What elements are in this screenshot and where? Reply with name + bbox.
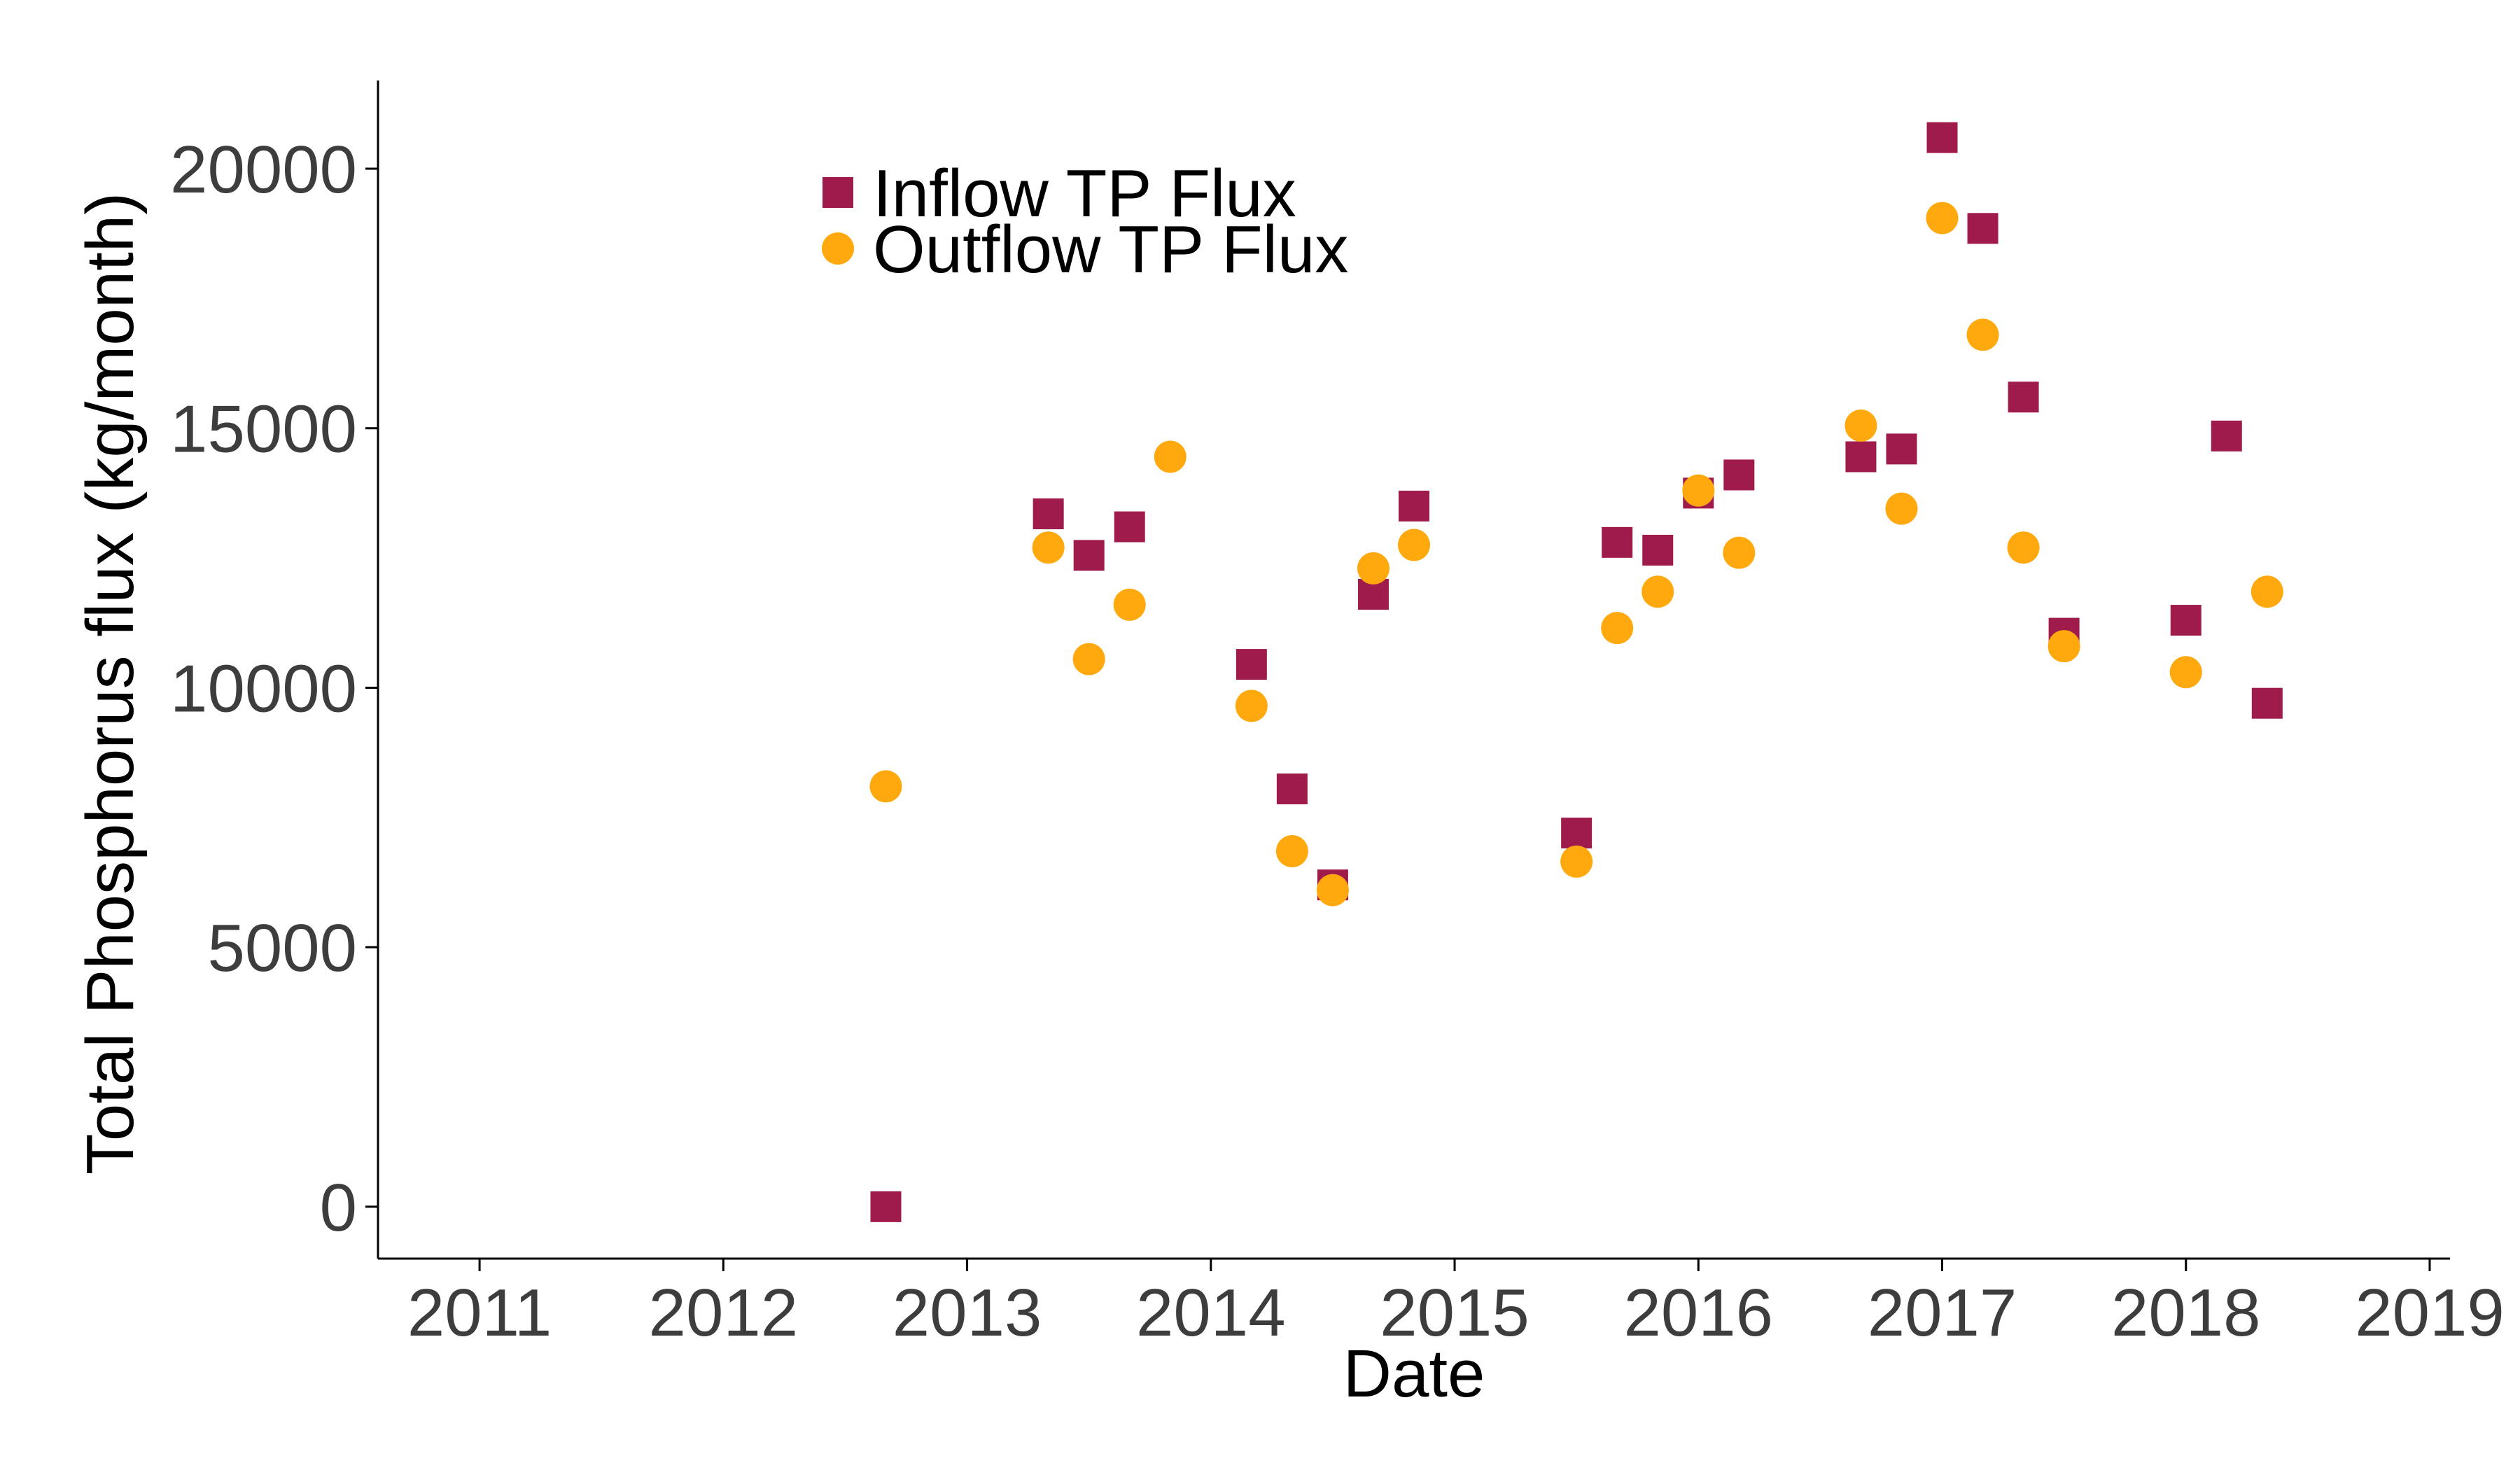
outflow-point	[869, 770, 902, 803]
x-axis-title: Date	[1343, 1336, 1485, 1411]
x-tick-label: 2012	[649, 1275, 799, 1350]
y-tick-label: 15000	[170, 392, 357, 467]
outflow-point	[1723, 536, 1756, 569]
inflow-point	[2211, 420, 2242, 451]
outflow-point	[1682, 474, 1715, 507]
outflow-point	[1032, 531, 1065, 564]
series-circles	[869, 202, 2283, 906]
outflow-point	[1642, 575, 1674, 608]
outflow-point	[1885, 492, 1918, 525]
outflow-point	[1113, 588, 1146, 621]
y-tick-label: 0	[320, 1170, 357, 1245]
inflow-point	[870, 1191, 902, 1222]
outflow-point	[2250, 575, 2283, 608]
y-axis-ticks: 0 5000 10000 15000 20000	[170, 132, 378, 1245]
outflow-point	[1316, 874, 1349, 906]
y-tick-label: 20000	[170, 132, 357, 207]
inflow-point	[1602, 526, 1633, 558]
y-tick-label: 5000	[207, 911, 357, 986]
outflow-point	[1966, 318, 1999, 351]
outflow-point	[1926, 202, 1959, 234]
inflow-point	[1561, 818, 1592, 849]
x-tick-label: 2018	[2111, 1275, 2261, 1350]
x-tick-label: 2011	[407, 1275, 552, 1350]
outflow-point	[1560, 845, 1593, 878]
inflow-point	[1967, 213, 1998, 244]
inflow-point	[1886, 433, 1917, 465]
x-tick-label: 2017	[1868, 1275, 2017, 1350]
inflow-point	[1399, 490, 1429, 522]
inflow-point	[1845, 441, 1877, 472]
outflow-point	[1844, 410, 1877, 442]
x-tick-label: 2016	[1623, 1275, 1773, 1350]
y-tick-label: 10000	[170, 651, 357, 726]
inflow-point	[2008, 382, 2039, 413]
x-axis-ticks: 2011 2012 2013 2014 2015 2016 2017 2018 2019	[407, 1259, 2505, 1350]
inflow-point	[2170, 605, 2202, 636]
outflow-point	[1398, 528, 1430, 561]
outflow-point	[1275, 834, 1308, 867]
inflow-point	[1073, 540, 1105, 571]
outflow-point	[1235, 690, 1268, 722]
inflow-point	[1114, 511, 1145, 542]
x-tick-label: 2014	[1136, 1275, 1286, 1350]
inflow-point	[1723, 459, 1755, 491]
axes	[377, 80, 2450, 1260]
inflow-point	[1642, 534, 1674, 566]
inflow-point	[1926, 122, 1958, 153]
inflow-point	[1276, 774, 1308, 805]
inflow-point	[1032, 498, 1064, 530]
legend-label: Outflow TP Flux	[873, 212, 1348, 287]
outflow-point	[1357, 552, 1390, 584]
outflow-point	[2007, 531, 2040, 564]
data-points	[869, 122, 2283, 1222]
inflow-point	[1236, 649, 1267, 680]
legend-inflow-square	[822, 177, 853, 208]
x-tick-label: 2019	[2355, 1275, 2505, 1350]
x-tick-label: 2015	[1380, 1275, 1530, 1350]
y-axis-title: Total Phosphorus flux (kg/month)	[73, 192, 148, 1175]
outflow-point	[2047, 630, 2080, 663]
outflow-point	[1601, 612, 1634, 645]
outflow-point	[1072, 643, 1105, 676]
legend-label: Inflow TP Flux	[873, 156, 1296, 231]
x-tick-label: 2013	[892, 1275, 1042, 1350]
outflow-point	[1154, 440, 1186, 473]
series-squares	[870, 122, 2283, 1222]
outflow-point	[2169, 656, 2202, 689]
inflow-point	[2251, 687, 2283, 719]
legend-outflow-circle	[822, 232, 854, 265]
